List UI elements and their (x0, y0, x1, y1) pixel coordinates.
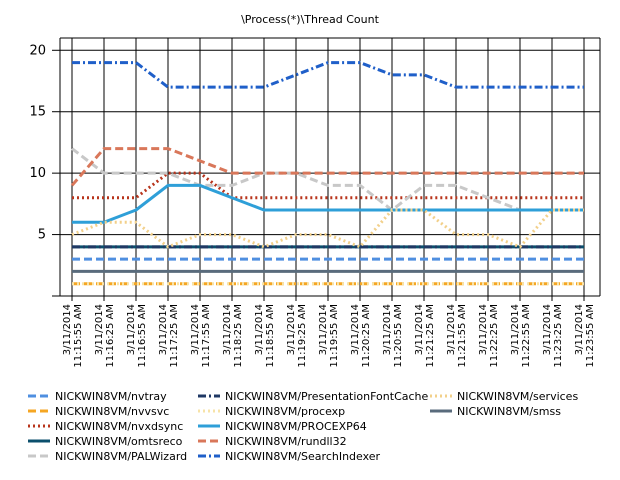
x-tick-date: 3/11/2014 (574, 304, 585, 355)
x-tick-time: 11:21:25 AM (425, 304, 436, 368)
x-tick-label: 3/11/2014 11:16:55 AM (126, 304, 148, 368)
x-tick-date: 3/11/2014 (542, 304, 553, 355)
x-tick-time: 11:16:55 AM (137, 304, 148, 368)
x-tick-label: 3/11/2014 11:22:55 AM (510, 304, 532, 368)
x-tick-time: 11:15:55 AM (73, 304, 84, 368)
x-tick-date: 3/11/2014 (414, 304, 425, 355)
legend-label: NICKWIN8VM/rundll32 (225, 435, 347, 448)
series-line (71, 147, 584, 212)
series-line (72, 183, 584, 224)
x-tick-date: 3/11/2014 (222, 304, 233, 355)
x-tick-label: 3/11/2014 11:17:55 AM (190, 304, 212, 368)
x-tick-time: 11:17:55 AM (201, 304, 212, 368)
legend-label: NICKWIN8VM/omtsreco (55, 435, 183, 448)
x-tick-label: 3/11/2014 11:20:55 AM (382, 304, 404, 368)
x-tick-time: 11:22:25 AM (489, 304, 500, 368)
x-tick-label: 3/11/2014 11:20:25 AM (350, 304, 372, 368)
series-line (72, 61, 584, 89)
x-tick-time: 11:20:25 AM (361, 304, 372, 368)
legend-label: NICKWIN8VM/SearchIndexer (225, 450, 381, 463)
x-tick-time: 11:18:55 AM (265, 304, 276, 368)
series-line (70, 147, 584, 187)
x-tick-date: 3/11/2014 (318, 304, 329, 355)
x-tick-label: 3/11/2014 11:21:55 AM (446, 304, 468, 368)
x-tick-time: 11:16:25 AM (105, 304, 116, 368)
x-tick-date: 3/11/2014 (62, 304, 73, 355)
x-tick-date: 3/11/2014 (510, 304, 521, 355)
x-tick-label: 3/11/2014 11:23:55 AM (574, 304, 596, 368)
y-tick-label: 5 (38, 228, 46, 243)
x-tick-label: 3/11/2014 11:15:55 AM (62, 304, 84, 368)
x-tick-time: 11:23:55 AM (585, 304, 596, 368)
x-tick-label: 3/11/2014 11:17:25 AM (158, 304, 180, 368)
x-tick-time: 11:18:25 AM (233, 304, 244, 368)
legend-label: NICKWIN8VM/PALWizard (55, 450, 187, 463)
x-tick-date: 3/11/2014 (126, 304, 137, 355)
legend-label: NICKWIN8VM/nvtray (55, 390, 167, 403)
legend-label: NICKWIN8VM/services (457, 390, 578, 403)
legend-label: NICKWIN8VM/nvxdsync (55, 420, 183, 433)
x-tick-date: 3/11/2014 (254, 304, 265, 355)
y-tick-label: 10 (29, 166, 46, 181)
y-tick-label: 20 (29, 43, 46, 58)
x-tick-time: 11:23:25 AM (553, 304, 564, 368)
y-tick-label: 15 (29, 105, 46, 120)
x-tick-date: 3/11/2014 (158, 304, 169, 355)
x-tick-time: 11:21:55 AM (457, 304, 468, 368)
x-tick-date: 3/11/2014 (190, 304, 201, 355)
x-tick-date: 3/11/2014 (94, 304, 105, 355)
x-tick-date: 3/11/2014 (382, 304, 393, 355)
series-line (72, 171, 584, 200)
x-tick-time: 11:19:55 AM (329, 304, 340, 368)
chart-title: \Process(*)\Thread Count (241, 13, 380, 26)
x-tick-label: 3/11/2014 11:23:25 AM (542, 304, 564, 368)
legend-label: NICKWIN8VM/procexp (225, 405, 345, 418)
x-tick-label: 3/11/2014 11:16:25 AM (94, 304, 116, 368)
x-tick-date: 3/11/2014 (478, 304, 489, 355)
x-tick-label: 3/11/2014 11:18:55 AM (254, 304, 276, 368)
x-tick-time: 11:19:25 AM (297, 304, 308, 368)
legend-label: NICKWIN8VM/PROCEXP64 (225, 420, 367, 433)
x-tick-time: 11:20:55 AM (393, 304, 404, 368)
x-tick-date: 3/11/2014 (286, 304, 297, 355)
x-tick-label: 3/11/2014 11:19:55 AM (318, 304, 340, 368)
x-tick-label: 3/11/2014 11:18:25 AM (222, 304, 244, 368)
x-tick-time: 11:17:25 AM (169, 304, 180, 368)
x-tick-time: 11:22:55 AM (521, 304, 532, 368)
x-tick-date: 3/11/2014 (446, 304, 457, 355)
x-tick-date: 3/11/2014 (350, 304, 361, 355)
x-tick-label: 3/11/2014 11:21:25 AM (414, 304, 436, 368)
legend-label: NICKWIN8VM/nvvsvc (55, 405, 169, 418)
x-tick-label: 3/11/2014 11:19:25 AM (286, 304, 308, 368)
x-tick-label: 3/11/2014 11:22:25 AM (478, 304, 500, 368)
legend-label: NICKWIN8VM/PresentationFontCache (225, 390, 429, 403)
legend-label: NICKWIN8VM/smss (457, 405, 561, 418)
